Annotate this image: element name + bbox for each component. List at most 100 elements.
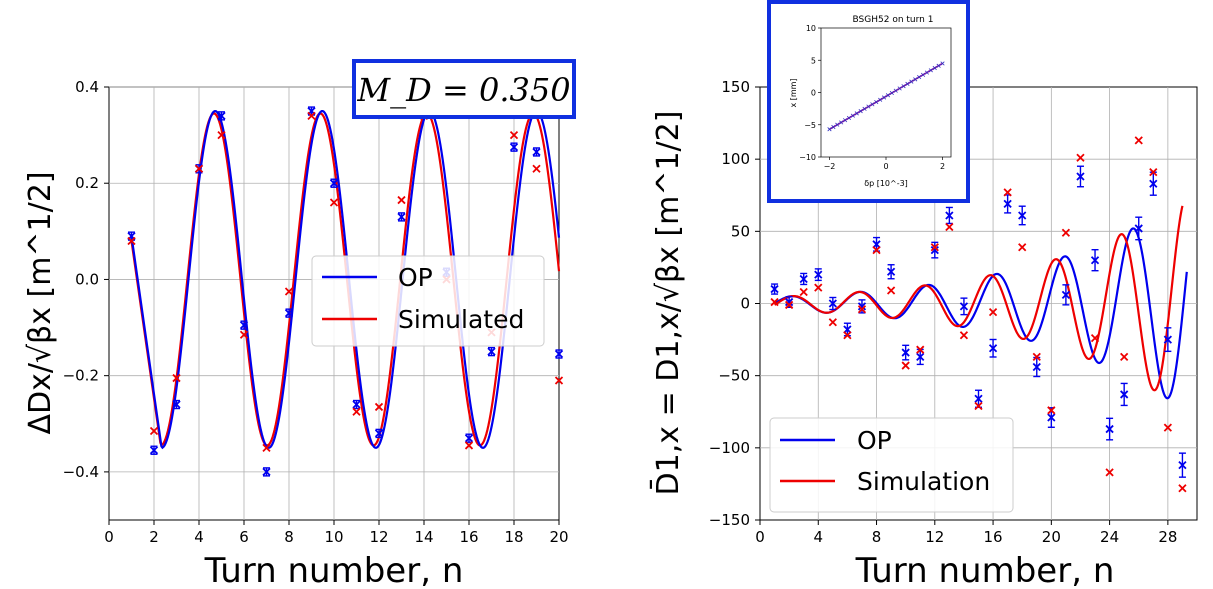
right-sim-point-18-b xyxy=(1018,243,1027,252)
left-x-tick-label-6: 6 xyxy=(239,528,249,546)
inset-point-29-b xyxy=(940,61,945,66)
right-sim-point-28-b xyxy=(1163,423,1173,432)
right-sim-point-17-b xyxy=(1003,188,1012,197)
right-y-tick-label-150: 150 xyxy=(721,78,750,96)
left-y-tick-label-−0.2: −0.2 xyxy=(63,367,99,385)
inset-point-6-b xyxy=(850,113,855,118)
left-x-tick-label-0: 0 xyxy=(104,528,114,546)
right-x-tick-label-0: 0 xyxy=(755,528,765,546)
left-y-axis-label: ΔDx/√βx [m^1/2] xyxy=(23,171,58,434)
left-chart: 0 2 4 6 8 10 12 14 16 18 20 −0.4 −0.2 0.0 0.2 0.4 Turn … xyxy=(23,59,576,589)
inset-point-19-b xyxy=(901,84,906,89)
inset-point-11-b xyxy=(870,102,875,107)
right-sim-point-8-b xyxy=(872,245,881,255)
right-curves xyxy=(774,205,1188,400)
left-y-tick-label-0.2: 0.2 xyxy=(75,174,99,192)
right-legend-op-label: OP xyxy=(857,426,892,455)
right-sim-point-6-b xyxy=(843,331,852,340)
left-y-tick-label-0.4: 0.4 xyxy=(75,78,99,96)
inset-tick-labels: −2 0 2 −10 −5 0 5 10 xyxy=(799,24,945,171)
left-sim-point-10-b xyxy=(329,198,339,207)
left-x-tick-label-16: 16 xyxy=(459,528,478,546)
right-legend-box xyxy=(769,417,1014,513)
left-y-tick-label-−0.4: −0.4 xyxy=(63,463,99,481)
inset-point-9-b xyxy=(862,106,867,111)
left-sim-point-7-b xyxy=(262,443,271,452)
left-sim-point-9-b xyxy=(307,111,316,121)
inset-point-25-b xyxy=(924,70,930,75)
inset-x-tick-label-2: 2 xyxy=(940,162,945,171)
left-op-curve xyxy=(130,109,561,450)
inset-plot xyxy=(827,61,945,132)
right-x-tick-label-28: 28 xyxy=(1158,528,1177,546)
left-x-tick-label-4: 4 xyxy=(194,528,204,546)
right-sim-point-2-b xyxy=(784,300,794,310)
inset-point-14-b xyxy=(881,95,887,100)
inset-point-28-b xyxy=(936,63,941,68)
inset-y-tick-label-5: 5 xyxy=(811,56,816,65)
left-sim-point-8-b xyxy=(284,287,294,296)
right-sim-point-27-b xyxy=(1149,168,1158,177)
inset-point-20-b xyxy=(905,81,910,86)
left-tick-labels: 0 2 4 6 8 10 12 14 16 18 20 −0.4 −0.2 0.0 0.2 0.4 xyxy=(63,78,569,546)
inset-point-8-b xyxy=(858,109,863,114)
inset-plot-frame xyxy=(820,27,952,158)
inset-chart: BSGH52 on turn 1 −2 0 2 −10 −5 0 5 10 δp [10^-3… xyxy=(767,0,970,203)
right-points xyxy=(770,136,1187,493)
right-x-tick-label-4: 4 xyxy=(813,528,823,546)
right-sim-point-7-b xyxy=(857,305,867,314)
right-sim-point-1-b xyxy=(770,297,779,307)
inset-point-2-b xyxy=(835,122,840,127)
left-legend-box xyxy=(311,255,545,347)
inset-x-axis-label: δp [10^-3] xyxy=(864,179,908,188)
right-sim-point-13-b xyxy=(945,222,954,232)
left-sim-point-3-b xyxy=(172,373,181,383)
inset-point-27-b xyxy=(932,65,937,71)
left-sim-point-20-b xyxy=(554,376,564,385)
right-sim-point-4-b xyxy=(814,283,823,292)
left-sim-point-13-b xyxy=(397,195,406,205)
left-x-tick-label-12: 12 xyxy=(369,528,388,546)
right-sim-point-14-b xyxy=(959,331,969,340)
right-sim-point-5-b xyxy=(828,318,837,327)
left-sim-point-12-b xyxy=(374,402,384,412)
left-sim-point-11-b xyxy=(352,407,361,416)
inset-point-18-b xyxy=(897,86,902,91)
inset-point-22-b xyxy=(913,77,918,82)
inset-point-12-b xyxy=(874,99,879,105)
right-sim-point-9-b xyxy=(886,286,896,295)
left-legend: OP Simulated xyxy=(311,255,545,347)
right-y-tick-label-−50: −50 xyxy=(718,367,750,385)
md-annotation: M_D = 0.350 xyxy=(352,59,576,119)
right-y-tick-label-0: 0 xyxy=(740,295,750,313)
right-x-tick-label-8: 8 xyxy=(872,528,882,546)
right-sim-point-22-b xyxy=(1076,153,1085,162)
md-annotation-text: M_D = 0.350 xyxy=(356,71,570,109)
right-y-tick-label-−150: −150 xyxy=(709,511,750,529)
inset-y-tick-label-−10: −10 xyxy=(799,153,816,162)
inset-point-13-b xyxy=(878,97,883,102)
left-sim-point-16-b xyxy=(464,441,474,450)
right-sim-point-21-b xyxy=(1061,228,1071,237)
inset-y-axis-label: x [mm] xyxy=(789,78,798,107)
inset-point-24-b xyxy=(920,72,926,77)
right-sim-point-20-b xyxy=(1047,406,1056,415)
right-sim-point-24-b xyxy=(1105,468,1114,477)
inset-y-tick-label-−5: −5 xyxy=(804,121,816,130)
right-legend: OP Simulation xyxy=(769,417,1014,513)
right-y-axis-label: D̄1,x = D1,x/√βx [m^1/2] xyxy=(650,111,686,496)
left-x-tick-label-10: 10 xyxy=(324,528,343,546)
inset-point-10-b xyxy=(866,104,871,109)
inset-point-15-b xyxy=(885,93,891,98)
right-sim-point-19-b xyxy=(1032,352,1041,362)
left-sim-point-4-b xyxy=(194,164,204,173)
right-x-axis-label: Turn number, n xyxy=(855,551,1115,589)
inset-y-tick-label-0: 0 xyxy=(811,89,816,98)
inset-point-5-b xyxy=(846,115,852,121)
left-x-axis-label: Turn number, n xyxy=(204,551,464,589)
left-y-tick-label-0.0: 0.0 xyxy=(75,270,99,288)
inset-point-26-b xyxy=(928,68,933,73)
right-x-tick-label-20: 20 xyxy=(1042,528,1061,546)
